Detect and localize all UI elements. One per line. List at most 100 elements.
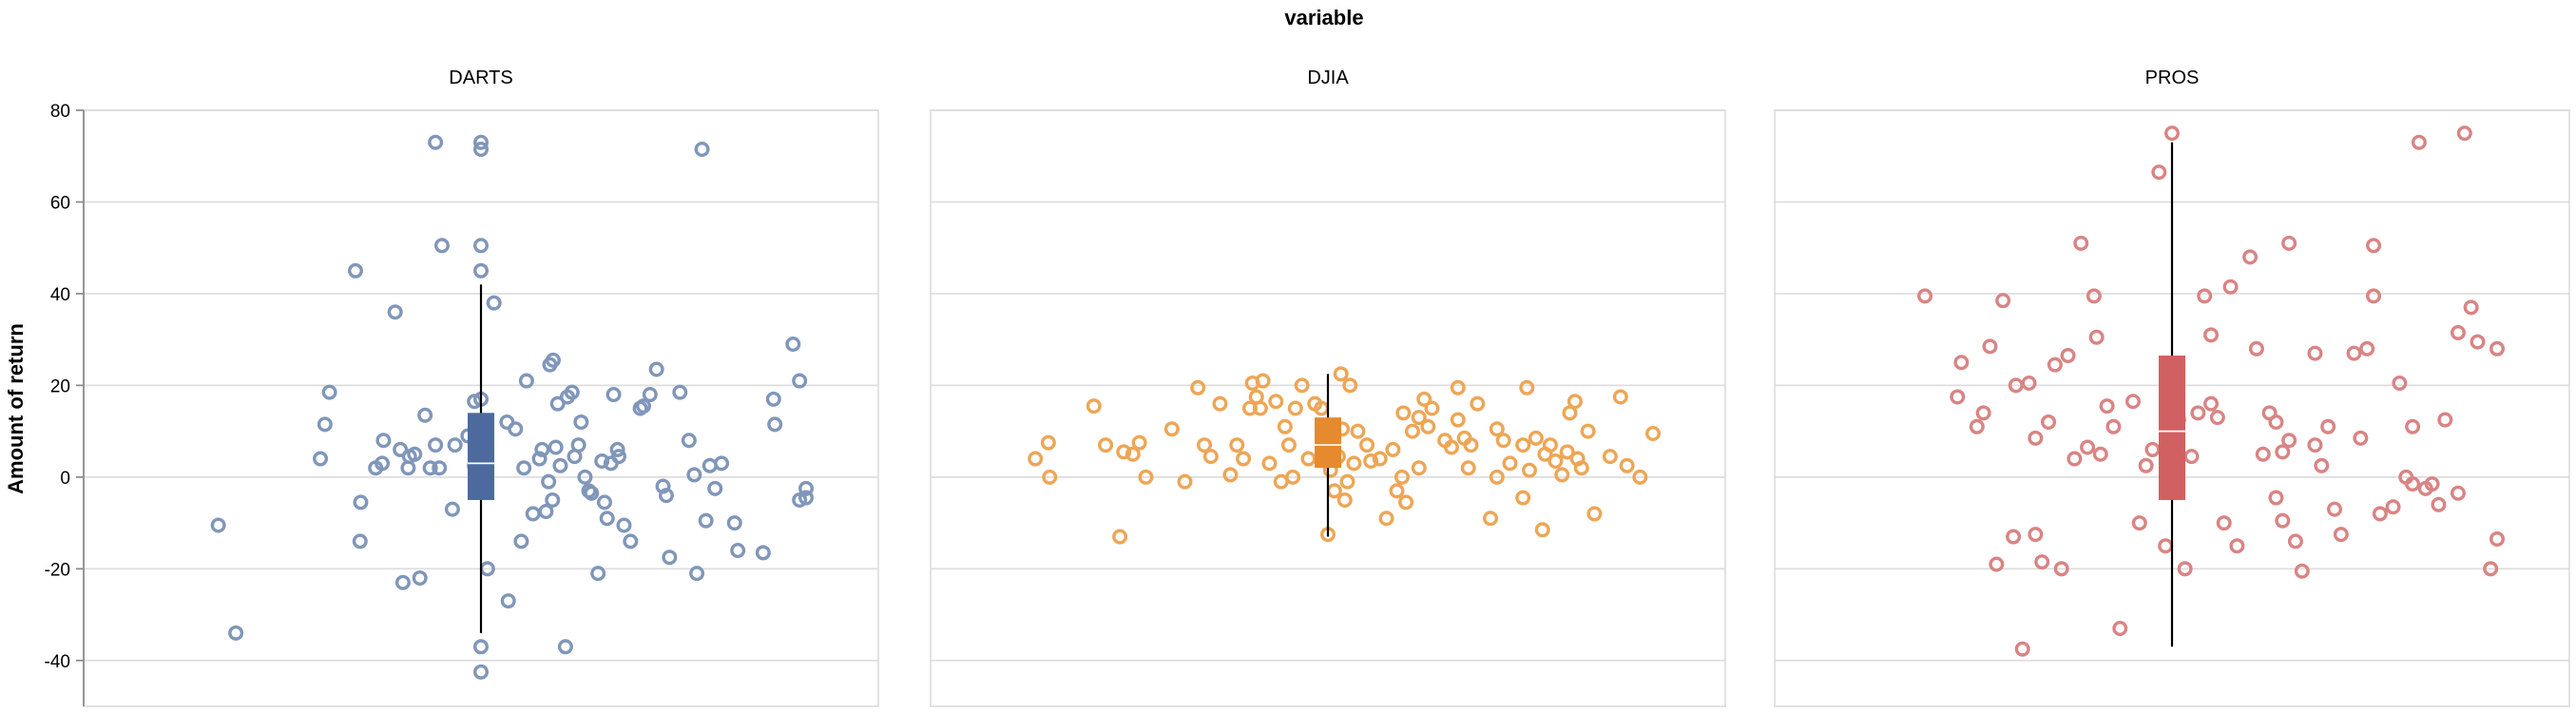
data-point (2138, 457, 2154, 473)
data-point (1125, 446, 1141, 462)
data-point (347, 262, 363, 279)
data-point (1197, 437, 1213, 453)
data-point (1619, 457, 1635, 473)
data-point (1522, 462, 1538, 478)
data-point (765, 391, 781, 407)
data-point (2112, 621, 2128, 637)
data-point (412, 569, 428, 586)
data-point (2158, 538, 2174, 554)
data-point (623, 533, 639, 549)
data-point (798, 490, 815, 506)
data-point (2424, 476, 2440, 492)
data-point (1482, 511, 1498, 527)
data-point (1612, 389, 1628, 405)
data-point (518, 373, 534, 389)
data-point (1632, 469, 1648, 485)
data-point (1042, 469, 1058, 485)
data-point (2450, 485, 2466, 501)
data-point (1333, 366, 1349, 382)
data-point (2255, 446, 2271, 462)
data-point (726, 515, 742, 531)
data-point (407, 446, 423, 462)
data-point (1917, 288, 1933, 304)
data-point (1336, 491, 1353, 508)
data-point (2021, 375, 2037, 391)
data-point (1528, 430, 1544, 446)
data-point (714, 455, 730, 472)
data-point (2411, 134, 2427, 150)
outlier-point (473, 664, 490, 680)
data-point (525, 506, 541, 522)
data-point (1502, 455, 1518, 472)
data-point (545, 352, 561, 368)
data-point (672, 384, 688, 400)
y-tick-label: -20 (45, 560, 70, 580)
data-point (1116, 444, 1132, 460)
data-point (2314, 457, 2330, 473)
data-point (2216, 515, 2232, 531)
data-point (321, 384, 337, 400)
panel-darts: -40 -20 0 20 40 60 80 DARTS (45, 67, 879, 707)
data-point (2359, 340, 2375, 356)
data-point (1287, 400, 1303, 416)
data-point (1359, 437, 1375, 453)
data-point (1989, 556, 2005, 572)
data-point (1342, 377, 1358, 394)
data-point (755, 545, 771, 561)
data-point (444, 501, 460, 517)
data-point (1300, 451, 1317, 467)
data-point (1202, 449, 1219, 465)
data-point (2088, 329, 2105, 345)
outlier-point (473, 639, 490, 655)
box-iqr (468, 413, 494, 500)
data-point (609, 441, 625, 457)
data-point (228, 625, 244, 641)
data-point (1385, 441, 1401, 457)
data-point (1515, 437, 1531, 453)
data-point (577, 469, 593, 485)
data-point (1580, 423, 1596, 439)
outlier-point (473, 262, 490, 279)
data-point (658, 488, 674, 504)
outlier-point (473, 238, 490, 254)
data-point (564, 384, 580, 400)
data-point (2099, 398, 2115, 414)
data-point (2281, 235, 2297, 251)
data-point (570, 437, 586, 453)
data-point (394, 574, 411, 590)
data-point (2183, 449, 2200, 465)
data-point (2333, 527, 2349, 543)
data-point (596, 494, 612, 511)
data-point (2320, 418, 2336, 434)
data-point (611, 449, 627, 465)
data-point (1255, 373, 1271, 389)
data-point (1420, 418, 1436, 434)
data-point (730, 543, 746, 559)
data-point (1350, 423, 1366, 439)
data-point (1450, 412, 1466, 428)
data-point (1463, 437, 1479, 453)
data-point (2080, 439, 2096, 455)
data-point (1975, 405, 1991, 421)
data-point (500, 593, 516, 609)
data-point (590, 566, 606, 582)
data-point (516, 460, 532, 476)
data-point (317, 416, 333, 433)
data-point (2041, 414, 2057, 430)
data-point (548, 439, 564, 455)
box-iqr (1315, 417, 1341, 469)
y-tick-label: 60 (50, 193, 70, 213)
data-point (1982, 338, 1998, 355)
data-point (1411, 460, 1427, 476)
data-point (1112, 529, 1128, 545)
data-point (2307, 437, 2323, 453)
data-point (531, 451, 548, 467)
data-point (1252, 400, 1268, 416)
data-point (1450, 379, 1466, 395)
panels: -40 -20 0 20 40 60 80 DARTS DJIA PROS (45, 67, 2570, 707)
data-point (798, 480, 815, 496)
data-point (541, 473, 557, 490)
data-point (2353, 430, 2369, 446)
data-point (428, 437, 444, 453)
data-point (1131, 434, 1147, 451)
